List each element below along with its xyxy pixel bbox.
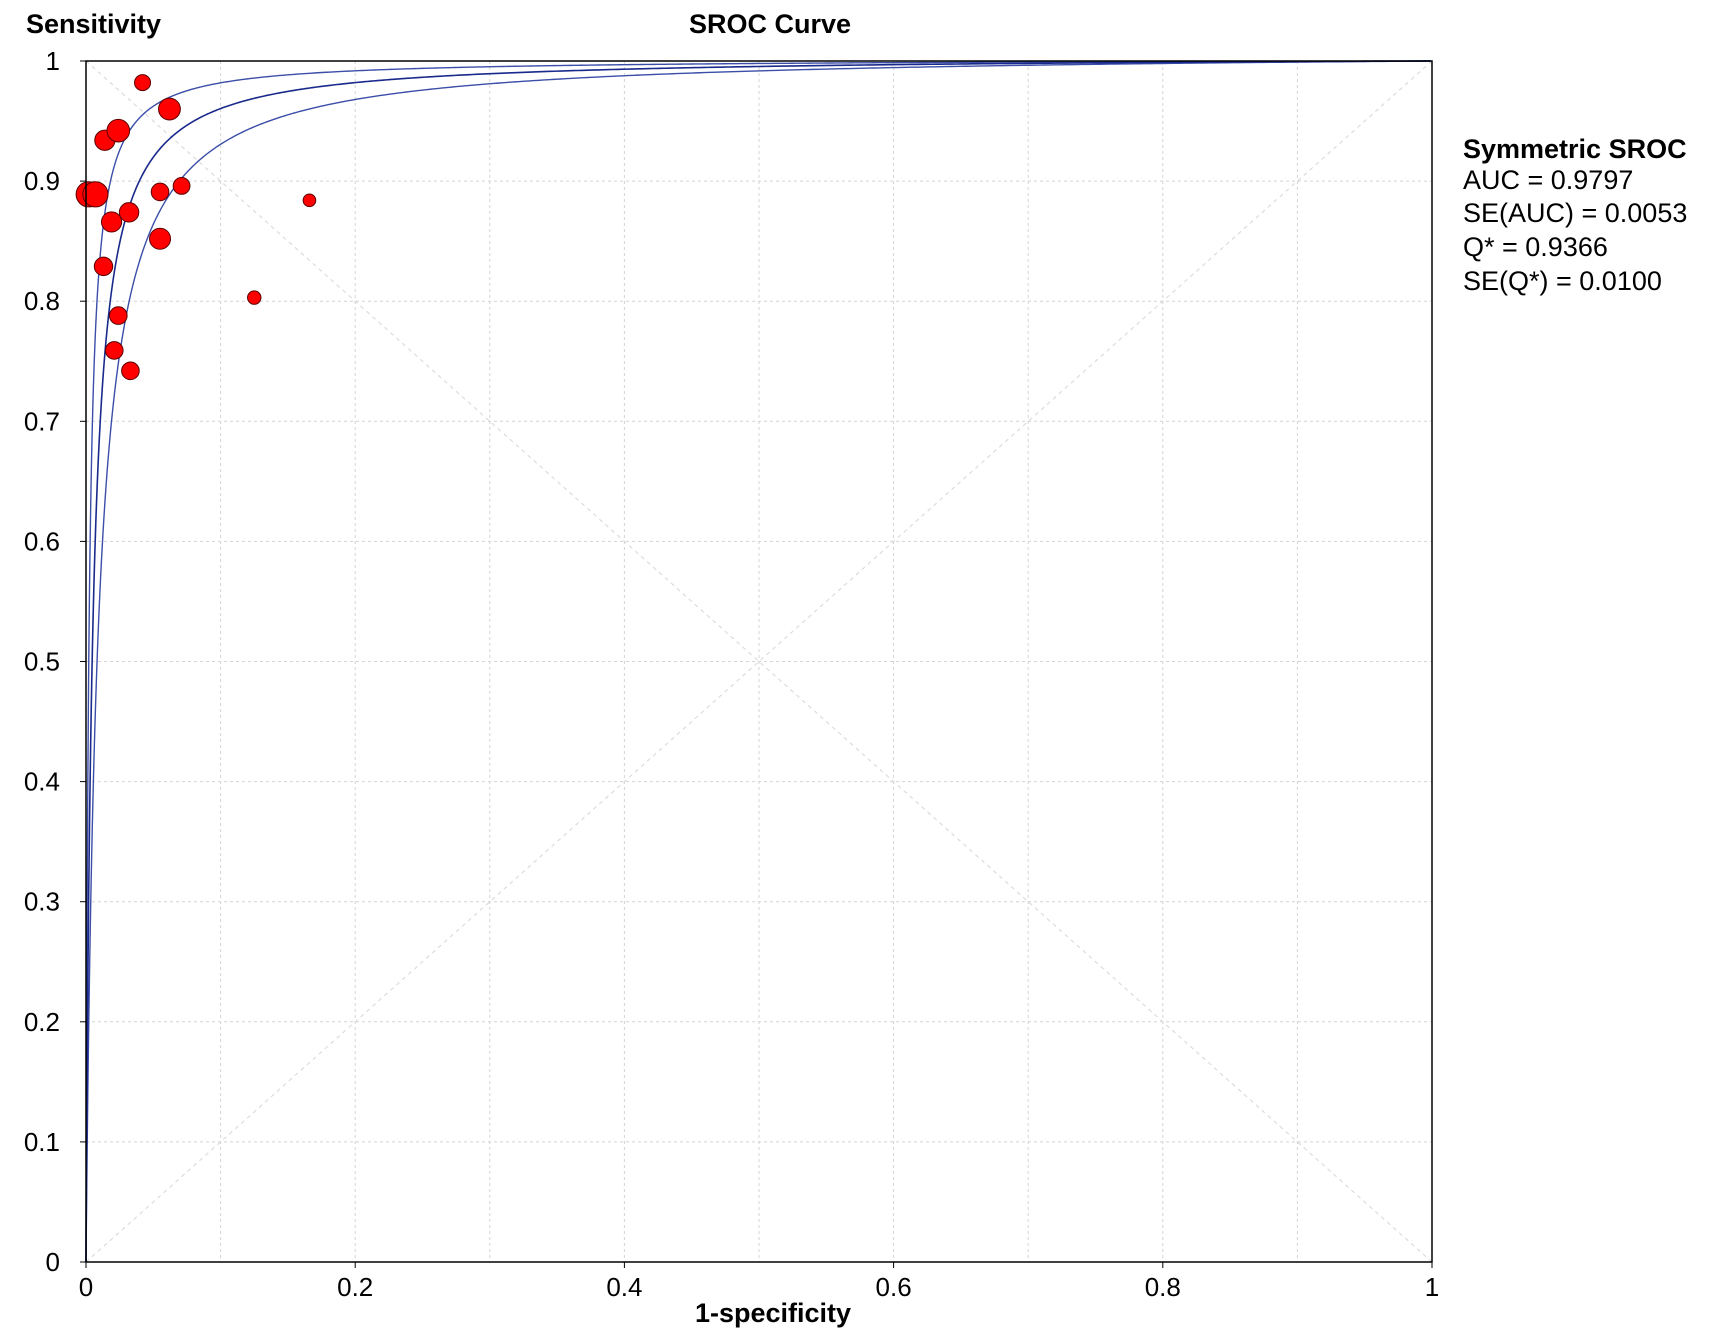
y-tick-label: 0.6 — [24, 526, 60, 556]
x-tick-label: 0 — [79, 1272, 93, 1302]
study-point-6 — [158, 97, 181, 121]
y-tick-label: 0.7 — [24, 406, 60, 436]
legend: Symmetric SROC AUC = 0.9797 SE(AUC) = 0.… — [1463, 134, 1687, 296]
y-tick-label: 0.8 — [24, 286, 60, 316]
y-axis-title: Sensitivity — [26, 9, 161, 39]
legend-se-auc: SE(AUC) = 0.0053 — [1463, 198, 1687, 228]
curve-layer — [85, 60, 1431, 1262]
sroc-curve — [85, 60, 1431, 1262]
study-point-2 — [82, 181, 109, 208]
legend-q-star: Q* = 0.9366 — [1463, 232, 1608, 262]
x-tick-label: 0.6 — [876, 1272, 912, 1302]
study-point-10 — [172, 177, 191, 195]
x-tick-label: 0.4 — [606, 1272, 642, 1302]
study-point-5 — [134, 74, 152, 92]
y-tick-label: 0.4 — [24, 767, 60, 797]
sroc-lower-band — [85, 60, 1431, 1262]
y-tick-label: 0.9 — [24, 166, 60, 196]
study-point-9 — [150, 182, 170, 202]
y-tick-label: 0.5 — [24, 647, 60, 677]
study-point-7 — [100, 211, 123, 233]
chart-title: SROC Curve — [689, 9, 851, 39]
study-point-16 — [247, 290, 262, 305]
y-tick-label: 0.3 — [24, 887, 60, 917]
legend-title: Symmetric SROC — [1463, 134, 1687, 164]
x-tick-label: 0.2 — [337, 1272, 373, 1302]
study-point-13 — [109, 306, 128, 325]
points-layer — [75, 74, 317, 381]
x-tick-label: 1 — [1425, 1272, 1439, 1302]
study-point-14 — [104, 341, 124, 360]
study-point-11 — [149, 227, 172, 250]
study-point-8 — [118, 202, 140, 223]
x-tick-label: 0.8 — [1145, 1272, 1181, 1302]
x-axis-title: 1-specificity — [695, 1298, 851, 1328]
y-tick-label: 0.1 — [24, 1127, 60, 1157]
y-tick-label: 0.2 — [24, 1007, 60, 1037]
y-tick-label: 1 — [46, 46, 60, 76]
study-point-12 — [93, 256, 114, 277]
legend-auc: AUC = 0.9797 — [1463, 165, 1633, 195]
study-point-4 — [106, 118, 131, 143]
study-point-15 — [121, 361, 140, 381]
ticks-layer: 0 0.2 0.4 0.6 0.8 1 0 0.1 0.2 0.3 0.4 0.5 0.6 0.7 0.8 0… — [24, 46, 1439, 1302]
sroc-upper-band — [85, 60, 1431, 1262]
legend-se-q-star: SE(Q*) = 0.0100 — [1463, 266, 1662, 296]
study-point-17 — [302, 193, 317, 208]
grid-layer — [86, 61, 1432, 1262]
y-tick-label: 0 — [46, 1247, 60, 1277]
